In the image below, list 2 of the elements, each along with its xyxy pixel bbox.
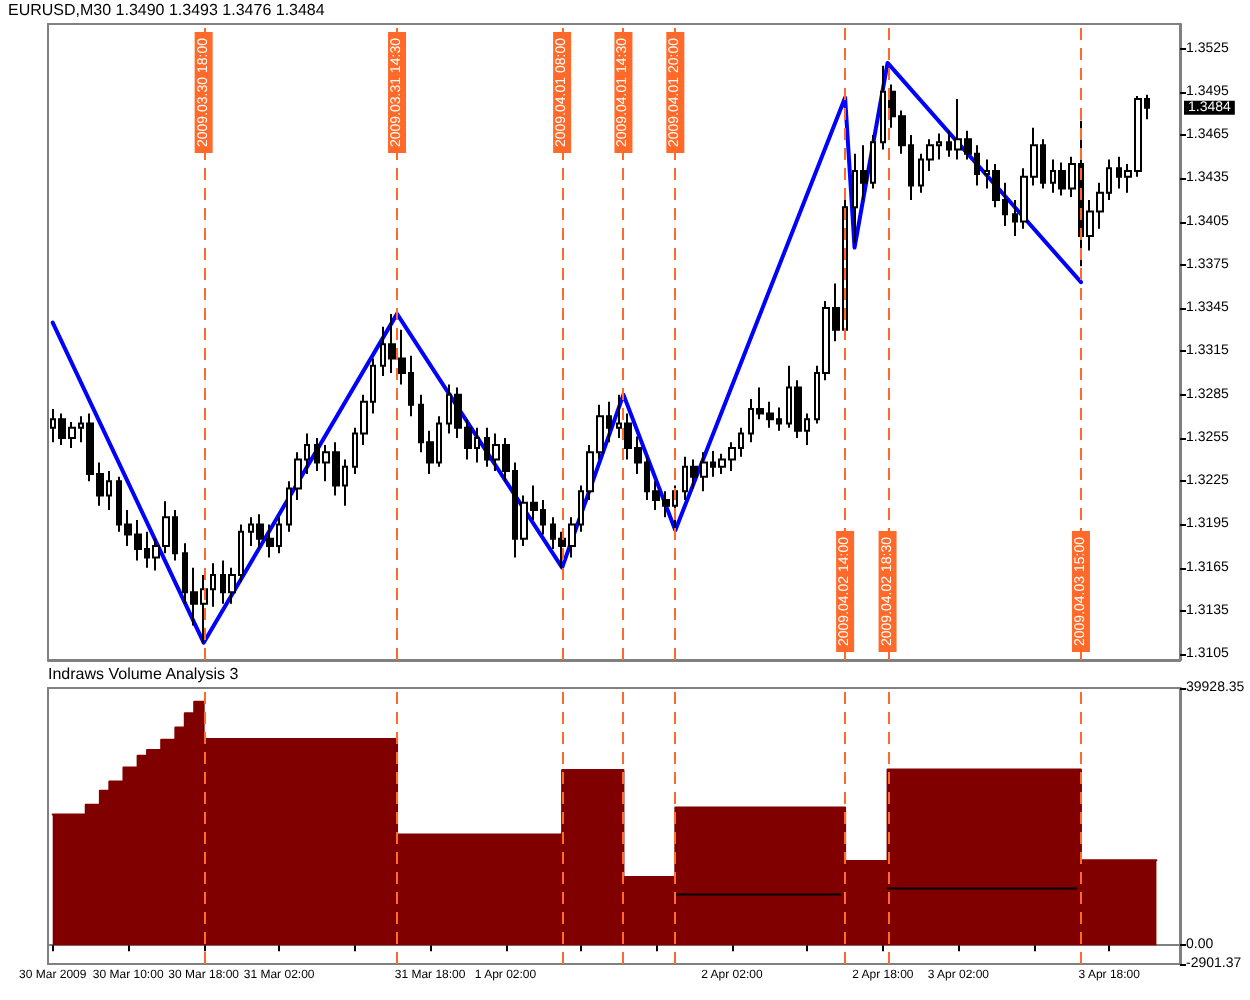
chart-title: EURUSD,M30 1.3490 1.3493 1.3476 1.3484 — [8, 1, 326, 19]
chart-title: Indraws Volume Analysis 3 — [48, 665, 240, 683]
